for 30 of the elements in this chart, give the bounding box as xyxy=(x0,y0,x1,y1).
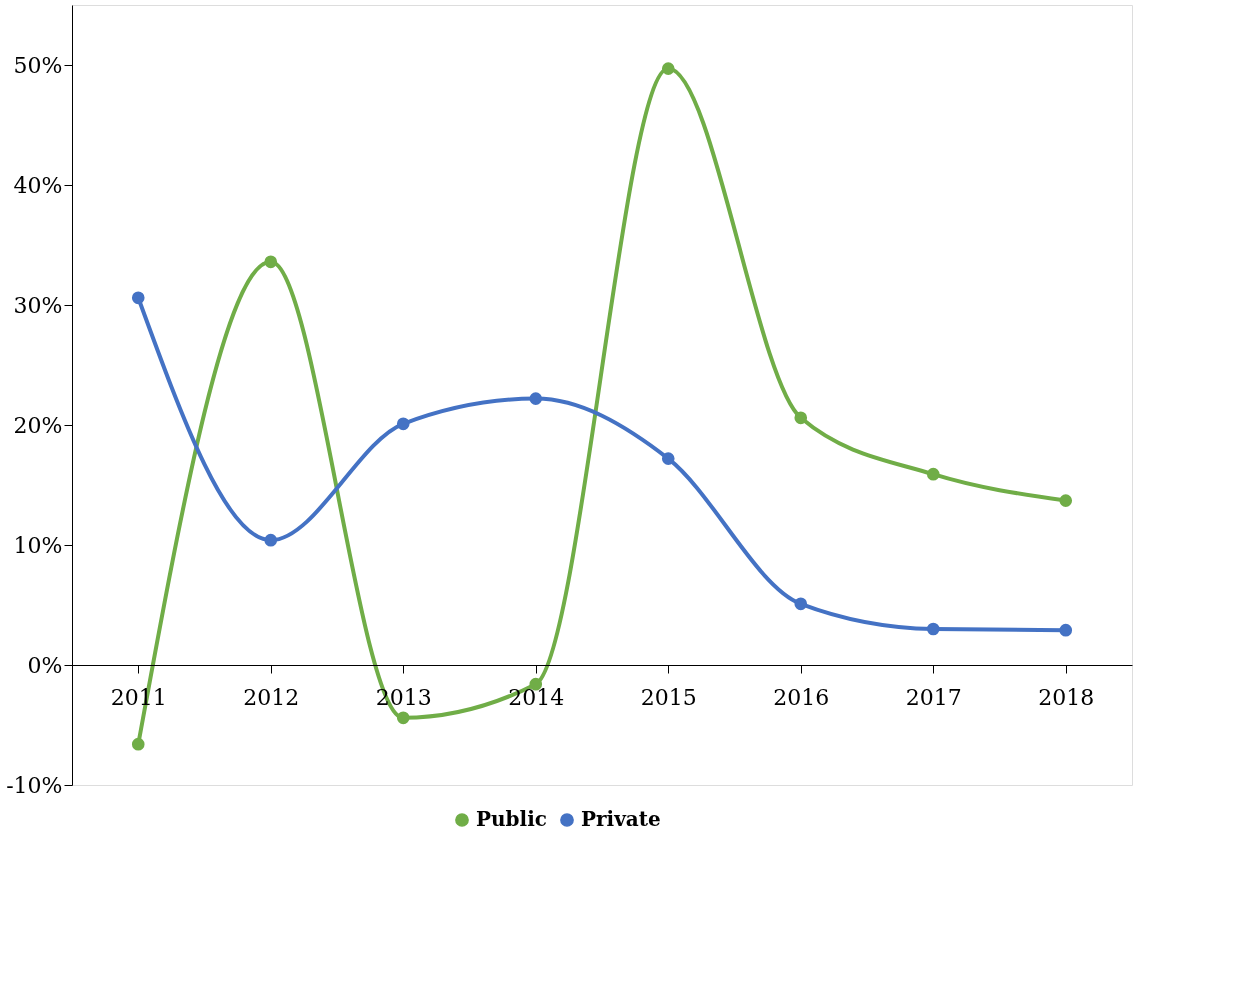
point xyxy=(794,597,808,611)
y-tick-label: -10% xyxy=(6,772,63,798)
y-tick-label: 40% xyxy=(13,172,63,198)
point xyxy=(131,737,145,751)
point xyxy=(926,622,940,636)
y-tick-label: 10% xyxy=(13,532,63,558)
point xyxy=(661,452,675,465)
y-tick-label: 50% xyxy=(13,52,63,78)
y-tick-label: 0% xyxy=(27,652,63,678)
point xyxy=(926,467,940,481)
x-tick-label: 2018 xyxy=(1038,684,1095,710)
point xyxy=(794,411,808,425)
x-tick-label: 2012 xyxy=(243,684,300,710)
x-tick-label: 2017 xyxy=(905,684,962,710)
point xyxy=(1059,623,1073,637)
point xyxy=(131,291,145,305)
y-tick-label: 20% xyxy=(13,412,63,438)
point xyxy=(1059,494,1073,507)
point xyxy=(396,711,410,725)
x-tick-label: 2016 xyxy=(773,684,830,710)
point xyxy=(396,417,410,431)
point xyxy=(661,62,675,75)
point xyxy=(529,392,543,405)
x-tick-label: 2014 xyxy=(508,684,565,710)
legend-label: Private xyxy=(581,807,661,831)
y-tick-label: 30% xyxy=(13,292,63,318)
point xyxy=(264,255,278,269)
point xyxy=(264,533,278,547)
legend-label: Public xyxy=(476,807,547,831)
x-tick-label: 2015 xyxy=(640,684,697,710)
